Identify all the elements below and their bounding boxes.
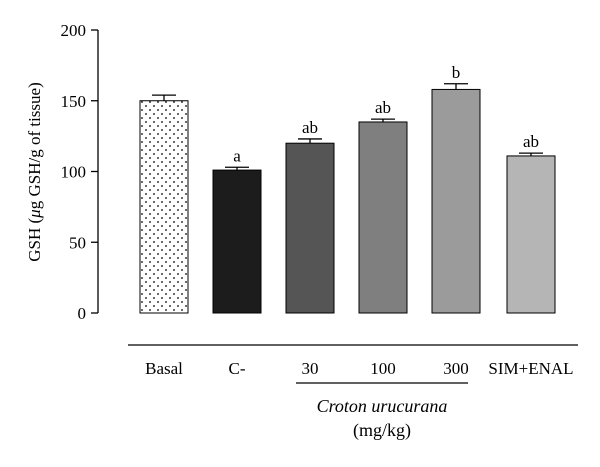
category-label: 30 xyxy=(302,359,319,378)
y-axis-title: GSH (μg GSH/g of tissue) xyxy=(25,82,44,262)
bar-300 xyxy=(431,88,481,314)
significance-label: ab xyxy=(302,118,318,137)
y-tick-label: 100 xyxy=(61,163,87,182)
bar-100 xyxy=(358,121,408,314)
category-label: SIM+ENAL xyxy=(488,359,573,378)
bar-basal xyxy=(139,100,189,314)
significance-label: b xyxy=(452,63,461,82)
category-label: Basal xyxy=(145,359,183,378)
group-label-species: Croton urucurana xyxy=(317,396,448,416)
bar-30 xyxy=(285,142,335,314)
bar-c- xyxy=(212,169,262,314)
group-label-unit: (mg/kg) xyxy=(353,420,411,441)
significance-label: a xyxy=(233,146,241,165)
category-label: C- xyxy=(229,359,246,378)
significance-label: ab xyxy=(375,98,391,117)
y-tick-label: 0 xyxy=(78,304,87,323)
significance-label: ab xyxy=(523,132,539,151)
category-label: 100 xyxy=(370,359,396,378)
y-ticks: 0 50 100 150 200 xyxy=(61,21,98,323)
y-tick-label: 150 xyxy=(61,92,87,111)
y-tick-label: 200 xyxy=(61,21,87,40)
y-tick-label: 50 xyxy=(69,233,86,252)
category-labels: Basal C- 30 100 300 SIM+ENAL xyxy=(145,359,573,378)
bars: a ab ab b ab xyxy=(139,63,556,314)
category-label: 300 xyxy=(443,359,469,378)
bar-sim-enal xyxy=(506,155,556,314)
